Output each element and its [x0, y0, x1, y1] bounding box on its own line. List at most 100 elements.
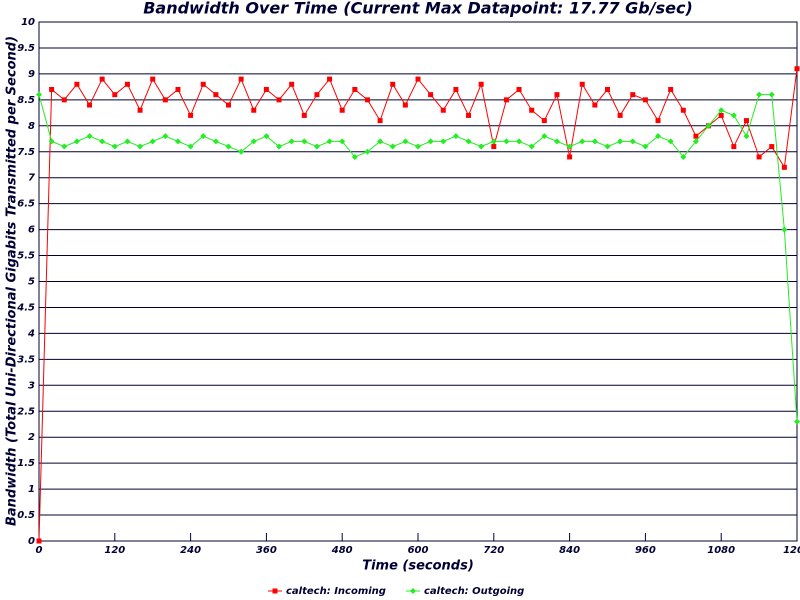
point	[149, 138, 156, 145]
point	[137, 107, 143, 113]
point	[415, 76, 421, 82]
point	[541, 133, 548, 140]
y-axis-title: Bandwidth (Total Uni-Directional Gigabit…	[5, 36, 20, 526]
point	[162, 97, 168, 103]
point	[440, 138, 447, 145]
point	[124, 138, 131, 145]
x-tick-label: 120	[104, 545, 125, 556]
point	[668, 86, 674, 92]
point	[567, 154, 573, 160]
point	[339, 107, 345, 113]
point	[276, 143, 283, 150]
point	[364, 97, 370, 103]
point	[377, 118, 383, 124]
point	[781, 164, 787, 170]
point	[36, 91, 42, 98]
y-tick-label: 3	[28, 380, 35, 391]
point	[604, 143, 611, 150]
point	[364, 148, 371, 155]
point	[465, 138, 472, 145]
point	[313, 143, 320, 150]
point	[175, 86, 181, 92]
point	[491, 144, 497, 150]
point	[617, 138, 624, 145]
point	[111, 143, 118, 150]
point	[730, 112, 737, 119]
point	[86, 133, 93, 140]
point	[705, 122, 712, 129]
point	[642, 97, 648, 103]
x-tick-label: 360	[256, 545, 277, 556]
legend-marker	[272, 588, 278, 594]
point	[212, 138, 219, 145]
x-tick-label: 0	[36, 545, 43, 556]
x-tick-label: 960	[635, 545, 656, 556]
point	[73, 138, 80, 145]
point	[541, 118, 547, 124]
point	[466, 112, 472, 118]
point	[238, 76, 244, 82]
y-tick-label: 8.5	[17, 95, 35, 106]
y-tick-label: 10	[21, 17, 35, 28]
point	[61, 143, 68, 150]
point	[692, 138, 699, 145]
y-tick-label: 1	[28, 484, 35, 495]
legend-label: caltech: Outgoing	[424, 586, 524, 597]
y-tick-label: 0	[28, 536, 35, 547]
point	[48, 138, 55, 145]
point	[554, 92, 560, 98]
point	[731, 144, 737, 150]
point	[124, 81, 130, 87]
legend-label: caltech: Incoming	[286, 586, 386, 597]
legend-marker	[409, 588, 416, 594]
point	[440, 107, 446, 113]
point	[402, 102, 408, 108]
point	[478, 143, 485, 150]
point	[187, 143, 194, 150]
point	[693, 133, 699, 139]
x-tick-label: 480	[331, 545, 353, 556]
x-tick-label: 600	[408, 545, 429, 556]
y-tick-label: 5	[28, 277, 35, 288]
point	[655, 118, 661, 124]
point	[655, 133, 662, 140]
point	[529, 107, 535, 113]
point	[579, 138, 586, 145]
point	[642, 143, 649, 150]
point	[99, 138, 106, 145]
point	[591, 138, 598, 145]
y-tick-label: 2.5	[17, 406, 35, 417]
point	[326, 138, 333, 145]
point	[566, 143, 573, 150]
point	[49, 86, 55, 92]
point	[87, 102, 93, 108]
x-tick-label: 840	[559, 545, 580, 556]
point	[718, 112, 724, 118]
point	[389, 143, 396, 150]
point	[137, 143, 144, 150]
point	[36, 538, 42, 544]
point	[61, 97, 67, 103]
point	[756, 91, 763, 98]
y-tick-label: 8	[28, 121, 35, 132]
y-tick-label: 9.5	[17, 43, 35, 54]
point	[225, 143, 232, 150]
point	[351, 153, 358, 160]
point	[112, 92, 118, 98]
point	[276, 97, 282, 103]
point	[74, 81, 80, 87]
point	[680, 153, 687, 160]
point	[263, 133, 270, 140]
point	[630, 92, 636, 98]
point	[605, 86, 610, 92]
point	[794, 66, 800, 72]
point	[553, 138, 560, 145]
point	[592, 102, 598, 108]
point	[768, 91, 775, 98]
y-tick-label: 1.5	[17, 458, 35, 469]
point	[188, 112, 194, 118]
point	[428, 92, 434, 98]
point	[453, 86, 459, 92]
point	[490, 138, 497, 145]
